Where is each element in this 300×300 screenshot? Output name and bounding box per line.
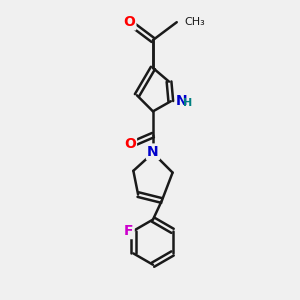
- Text: O: O: [123, 15, 135, 29]
- Text: N: N: [147, 145, 159, 159]
- Text: O: O: [124, 137, 136, 151]
- Text: CH₃: CH₃: [184, 17, 205, 27]
- Text: F: F: [124, 224, 134, 238]
- Text: H: H: [183, 98, 193, 108]
- Text: N: N: [176, 94, 187, 108]
